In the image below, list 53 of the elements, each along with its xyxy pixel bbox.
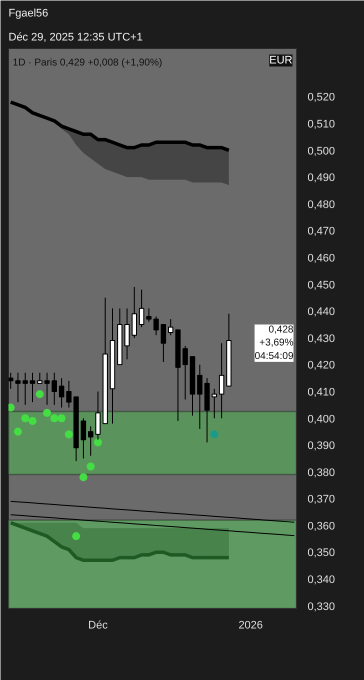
point (28, 416, 36, 425)
point (72, 532, 80, 540)
y-tick-label: 0,350 (308, 547, 336, 560)
x-tick-label: Déc (88, 620, 108, 632)
y-tick-label: 0,400 (308, 413, 336, 426)
point (43, 408, 52, 417)
y-tick-label: 0,520 (308, 92, 336, 104)
point (210, 430, 218, 438)
y-tick-label: 0,420 (308, 360, 336, 372)
candlestick (124, 308, 130, 360)
candlestick (37, 372, 42, 384)
y-tick-label: 0,410 (308, 386, 336, 398)
y-tick-label: 0,380 (308, 466, 336, 479)
candlestick (132, 286, 137, 338)
candlestick (30, 372, 36, 403)
y-axis-title: EUR (269, 54, 293, 66)
y-tick-label: 0,330 (308, 600, 336, 613)
line-series (8, 100, 231, 152)
candlestick (8, 372, 14, 390)
point (94, 438, 102, 446)
point (50, 414, 58, 422)
y-tick-label: 0,490 (308, 172, 336, 184)
candlestick (44, 372, 50, 406)
y-tick-label: 0,430 (308, 332, 336, 345)
candlestick (15, 372, 21, 403)
chart-subtitle: Déc 29, 2025 12:35 UTC+1 (8, 32, 143, 44)
annotation: 1D · Paris 0,429 +0,008 (+1,90%) (12, 58, 162, 68)
point (14, 428, 22, 436)
point (64, 430, 73, 438)
y-tick-label: 0,510 (308, 118, 336, 131)
chart-title: Fgael56 (8, 8, 48, 20)
y-tick-label: 0,370 (308, 494, 336, 506)
annotation: 0,428 +3,69% 04:54:09 (254, 324, 294, 362)
candlestick (88, 426, 94, 456)
candlestick (22, 372, 28, 406)
candlestick (52, 372, 57, 406)
y-tick-label: 0,360 (308, 520, 336, 532)
point (86, 462, 95, 470)
x-tick-label: 2026 (238, 620, 263, 632)
candlestick (168, 318, 174, 336)
point (21, 414, 30, 422)
point (58, 414, 66, 422)
point (79, 473, 88, 482)
y-tick-label: 0,440 (308, 306, 336, 318)
point (36, 390, 44, 398)
y-tick-label: 0,500 (308, 145, 336, 158)
y-tick-label: 0,460 (308, 252, 336, 264)
candlestick (182, 345, 188, 400)
y-tick-label: 0,470 (308, 226, 336, 238)
y-tick-label: 0,450 (308, 279, 336, 292)
y-tick-label: 0,480 (308, 198, 336, 211)
y-tick-label: 0,340 (308, 574, 336, 586)
y-tick-label: 0,390 (308, 440, 336, 452)
